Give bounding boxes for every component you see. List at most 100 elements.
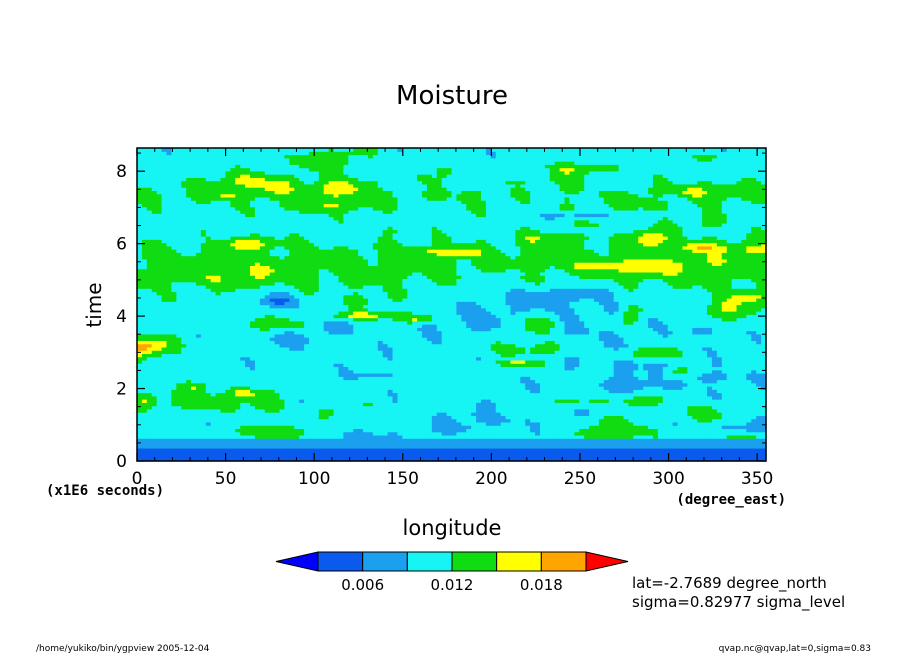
- heatmap-cell: [137, 399, 143, 403]
- heatmap-cell: [461, 363, 467, 368]
- heatmap-cell: [677, 434, 684, 439]
- heatmap-cell: [137, 457, 143, 462]
- heatmap-cell: [756, 363, 762, 368]
- heatmap-cell: [584, 353, 590, 358]
- heatmap-cell: [259, 389, 266, 394]
- heatmap-cell: [363, 431, 369, 436]
- heatmap-cell: [652, 402, 659, 407]
- heatmap-cell: [535, 359, 541, 364]
- heatmap-cell: [146, 346, 153, 351]
- heatmap-cell: [245, 425, 251, 429]
- heatmap-cell: [721, 454, 728, 459]
- heatmap-cell: [299, 366, 305, 371]
- heatmap-cell: [456, 350, 462, 355]
- heatmap-cell: [367, 369, 374, 374]
- heatmap-cell: [731, 447, 738, 452]
- heatmap-cell: [638, 451, 644, 456]
- heatmap-cell: [746, 337, 752, 341]
- heatmap-cell: [294, 421, 300, 426]
- heatmap-cell: [559, 434, 566, 439]
- heatmap-cell: [377, 412, 384, 416]
- heatmap-cell: [505, 408, 512, 413]
- heatmap-cell: [372, 457, 379, 462]
- heatmap-cell: [240, 366, 246, 371]
- heatmap-cell: [544, 356, 551, 361]
- heatmap-cell: [195, 389, 202, 394]
- heatmap-cell: [554, 431, 561, 436]
- heatmap-cell: [564, 392, 571, 397]
- heatmap-cell: [328, 434, 335, 439]
- heatmap-cell: [480, 441, 487, 446]
- heatmap-cell: [485, 418, 492, 423]
- heatmap-cell: [662, 340, 669, 345]
- heatmap-cell: [431, 438, 438, 443]
- heatmap-cell: [176, 447, 182, 452]
- heatmap-cell: [245, 421, 251, 426]
- heatmap-cell: [382, 447, 389, 452]
- heatmap-cell: [569, 333, 575, 338]
- heatmap-cell: [254, 421, 261, 426]
- heatmap-cell: [451, 369, 458, 374]
- heatmap-cell: [530, 369, 536, 374]
- heatmap-cell: [677, 418, 684, 423]
- heatmap-cell: [746, 376, 752, 381]
- heatmap-cell: [343, 350, 349, 355]
- heatmap-cell: [623, 434, 629, 439]
- heatmap-cell: [333, 408, 340, 413]
- heatmap-cell: [657, 337, 664, 341]
- heatmap-cell: [682, 372, 688, 377]
- heatmap-cell: [500, 405, 507, 410]
- heatmap-cell: [564, 346, 571, 351]
- heatmap-cell: [554, 454, 561, 459]
- heatmap-cell: [377, 438, 384, 443]
- heatmap-cell: [456, 434, 462, 439]
- heatmap-cell: [525, 408, 531, 413]
- heatmap-cell: [195, 402, 202, 407]
- heatmap-cell: [289, 337, 295, 341]
- heatmap-cell: [318, 350, 325, 355]
- heatmap-cell: [687, 350, 693, 355]
- heatmap-cell: [539, 408, 546, 413]
- heatmap-cell: [353, 454, 359, 459]
- heatmap-cell: [156, 431, 163, 436]
- heatmap-cell: [579, 356, 585, 361]
- heatmap-cell: [240, 421, 246, 426]
- heatmap-cell: [382, 359, 389, 364]
- heatmap-cell: [304, 405, 310, 410]
- heatmap-cell: [490, 343, 497, 348]
- heatmap-cell: [480, 421, 487, 426]
- heatmap-cell: [594, 447, 600, 452]
- heatmap-cell: [279, 444, 286, 449]
- heatmap-cell: [471, 431, 477, 436]
- heatmap-cell: [392, 379, 399, 384]
- heatmap-cell: [761, 402, 767, 407]
- heatmap-cell: [166, 415, 172, 420]
- heatmap-cell: [176, 405, 182, 410]
- heatmap-cell: [746, 421, 752, 426]
- heatmap-cell: [510, 434, 516, 439]
- heatmap-cell: [726, 363, 733, 368]
- heatmap-cell: [299, 340, 305, 345]
- heatmap-cell: [328, 333, 335, 338]
- heatmap-cell: [608, 386, 615, 390]
- heatmap-cell: [687, 441, 693, 446]
- heatmap-cell: [210, 379, 217, 384]
- heatmap-cell: [269, 356, 276, 361]
- heatmap-cell: [736, 333, 743, 338]
- heatmap-cell: [363, 372, 369, 377]
- heatmap-cell: [308, 405, 315, 410]
- heatmap-cell: [353, 428, 359, 433]
- heatmap-cell: [746, 454, 752, 459]
- heatmap-cell: [544, 337, 551, 341]
- heatmap-cell: [397, 353, 403, 358]
- heatmap-cell: [500, 366, 507, 371]
- heatmap-cell: [392, 366, 399, 371]
- heatmap-cell: [711, 415, 718, 420]
- heatmap-cell: [348, 425, 354, 429]
- heatmap-cell: [677, 333, 684, 338]
- heatmap-cell: [161, 363, 168, 368]
- heatmap-cell: [726, 434, 733, 439]
- heatmap-cell: [137, 343, 143, 348]
- heatmap-cell: [652, 356, 659, 361]
- heatmap-cell: [441, 425, 448, 429]
